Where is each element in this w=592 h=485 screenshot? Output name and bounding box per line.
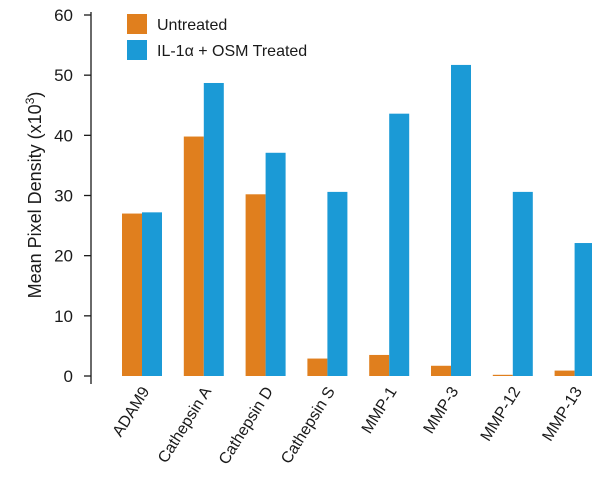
bar-treated — [265, 152, 286, 376]
bar-untreated — [307, 358, 328, 376]
category-label: Cathepsin S — [278, 384, 339, 467]
bar-untreated — [431, 365, 451, 376]
bar-untreated — [554, 370, 575, 376]
y-axis-title-superscript: 3 — [23, 97, 37, 104]
legend-label: Untreated — [157, 17, 227, 34]
y-tick-label: 0 — [64, 367, 73, 386]
bar-treated — [512, 191, 533, 376]
y-axis-title-main: Mean Pixel Density (x10 — [25, 104, 45, 298]
bar-untreated — [122, 213, 142, 376]
bar-treated — [203, 82, 224, 376]
y-axis-title-close: ) — [25, 92, 45, 98]
y-tick-label: 20 — [54, 247, 73, 266]
bar-untreated — [245, 194, 266, 376]
y-tick-label: 60 — [54, 6, 73, 25]
bar-untreated — [369, 354, 390, 376]
legend-swatch — [127, 40, 147, 60]
y-axis-title: Mean Pixel Density (x103) — [23, 92, 45, 299]
bar-untreated — [492, 374, 513, 376]
category-label: MMP-13 — [540, 384, 587, 444]
bar-treated — [327, 191, 348, 376]
category-label: MMP-1 — [359, 384, 401, 437]
bar-treated — [389, 113, 410, 376]
y-axis: 0 10 20 30 40 50 60 — [54, 6, 92, 386]
x-axis: ADAM9 Cathepsin A Cathepsin D Cathepsin S MM… — [110, 384, 586, 468]
y-tick-label: 50 — [54, 66, 73, 85]
bar-treated — [142, 212, 162, 376]
bars — [122, 64, 592, 377]
category-label: ADAM9 — [110, 384, 154, 440]
y-tick-label: 30 — [54, 187, 73, 206]
category-label: MMP-3 — [421, 384, 463, 437]
y-tick-label: 40 — [54, 126, 73, 145]
category-label: MMP-12 — [478, 384, 525, 444]
legend-swatch — [127, 14, 147, 34]
legend-label: IL-1α + OSM Treated — [157, 43, 307, 60]
category-label: Cathepsin D — [216, 384, 277, 468]
bar-treated — [451, 64, 471, 377]
bar-untreated — [183, 136, 204, 376]
bar-treated — [574, 243, 592, 376]
category-label: Cathepsin A — [155, 384, 215, 466]
legend: Untreated IL-1α + OSM Treated — [127, 14, 307, 60]
y-tick-label: 10 — [54, 307, 73, 326]
